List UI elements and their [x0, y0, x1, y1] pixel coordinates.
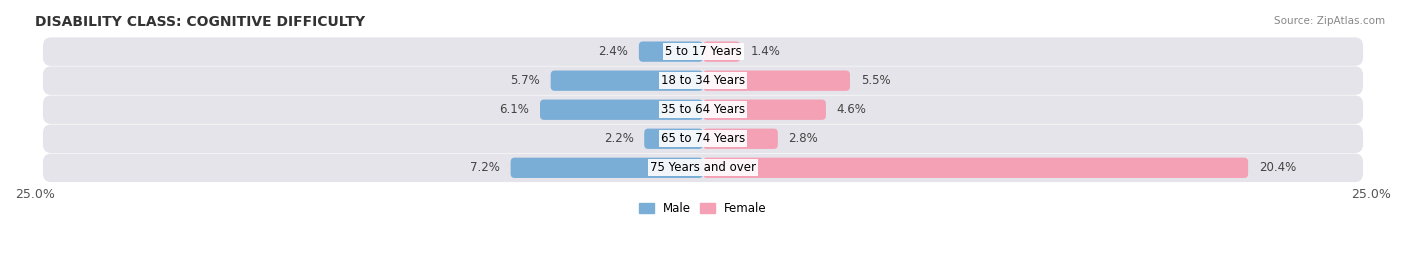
FancyBboxPatch shape — [44, 124, 1362, 153]
Text: 2.4%: 2.4% — [599, 45, 628, 58]
Text: 5 to 17 Years: 5 to 17 Years — [665, 45, 741, 58]
Text: DISABILITY CLASS: COGNITIVE DIFFICULTY: DISABILITY CLASS: COGNITIVE DIFFICULTY — [35, 15, 366, 29]
FancyBboxPatch shape — [551, 70, 703, 91]
Text: 65 to 74 Years: 65 to 74 Years — [661, 132, 745, 145]
FancyBboxPatch shape — [638, 42, 703, 62]
Text: 35 to 64 Years: 35 to 64 Years — [661, 103, 745, 116]
FancyBboxPatch shape — [540, 100, 703, 120]
FancyBboxPatch shape — [44, 38, 1362, 66]
Text: 1.4%: 1.4% — [751, 45, 780, 58]
Text: 2.2%: 2.2% — [603, 132, 634, 145]
FancyBboxPatch shape — [44, 66, 1362, 95]
FancyBboxPatch shape — [44, 96, 1362, 124]
Text: 5.7%: 5.7% — [510, 74, 540, 87]
FancyBboxPatch shape — [703, 158, 1249, 178]
Text: 20.4%: 20.4% — [1258, 161, 1296, 174]
Legend: Male, Female: Male, Female — [634, 198, 772, 220]
Text: 7.2%: 7.2% — [470, 161, 501, 174]
Text: 18 to 34 Years: 18 to 34 Years — [661, 74, 745, 87]
FancyBboxPatch shape — [703, 129, 778, 149]
FancyBboxPatch shape — [44, 154, 1362, 182]
Text: 75 Years and over: 75 Years and over — [650, 161, 756, 174]
FancyBboxPatch shape — [644, 129, 703, 149]
FancyBboxPatch shape — [510, 158, 703, 178]
Text: 5.5%: 5.5% — [860, 74, 890, 87]
Text: Source: ZipAtlas.com: Source: ZipAtlas.com — [1274, 16, 1385, 26]
Text: 6.1%: 6.1% — [499, 103, 529, 116]
FancyBboxPatch shape — [703, 42, 741, 62]
Text: 4.6%: 4.6% — [837, 103, 866, 116]
FancyBboxPatch shape — [703, 70, 851, 91]
Text: 2.8%: 2.8% — [789, 132, 818, 145]
FancyBboxPatch shape — [703, 100, 825, 120]
